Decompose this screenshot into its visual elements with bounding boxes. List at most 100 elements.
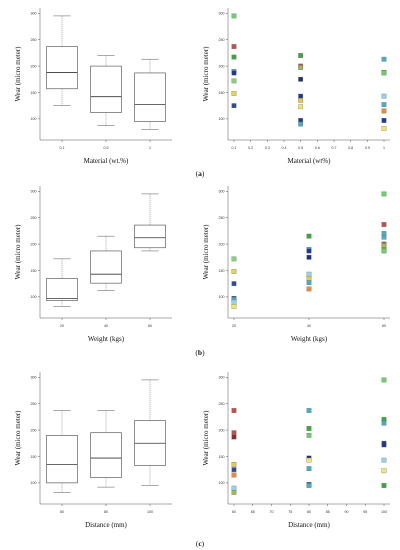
panel-label-close: ) — [202, 169, 205, 178]
scatter-point — [381, 126, 387, 131]
scatter-point — [381, 70, 387, 76]
x-tick-label: 1 — [383, 146, 385, 150]
scatter-point — [381, 442, 387, 448]
x-tick-label: 0.8 — [348, 146, 353, 150]
y-tick-label: 250 — [31, 216, 37, 220]
box-0.1 — [46, 15, 78, 106]
box-1 — [134, 58, 166, 130]
y-tick-label: 300 — [31, 376, 37, 380]
box-rect — [90, 65, 122, 113]
x-tick-label: 0.5 — [298, 146, 303, 150]
x-axis-label: Distance (mm) — [85, 521, 127, 529]
x-tick-label: 0.7 — [332, 146, 337, 150]
y-tick-label: 250 — [219, 216, 225, 220]
y-axis-label: Wear (micro meter) — [14, 410, 22, 466]
scatter-point — [306, 254, 312, 260]
x-tick-label: 0.4 — [282, 146, 287, 150]
x-tick-label: 0.1 — [232, 146, 237, 150]
scatter-point — [381, 56, 387, 62]
y-tick-label: 150 — [219, 455, 225, 459]
scatter-point — [231, 430, 237, 436]
x-tick-label: 20 — [60, 324, 64, 328]
y-tick-label: 150 — [219, 91, 225, 95]
scatter-point — [381, 222, 387, 227]
y-axis-label: Wear (micro meter) — [202, 224, 210, 280]
x-tick-label: 60 — [148, 324, 152, 328]
scatter-point — [306, 408, 312, 413]
x-tick-label: 0.3 — [265, 146, 270, 150]
scatter-point — [298, 93, 304, 99]
scatter-point — [231, 281, 237, 287]
scatter-point — [381, 102, 387, 107]
box-0.5 — [90, 55, 122, 126]
y-tick-label: 100 — [31, 295, 37, 299]
box-100 — [134, 379, 166, 486]
x-axis-label: Weight (kgs) — [88, 335, 125, 343]
panel-label-letter: a — [198, 169, 202, 178]
y-tick-label: 300 — [31, 12, 37, 16]
scatter-point — [231, 256, 237, 262]
scatter-point — [306, 271, 312, 277]
chart-c-box: 100 150 200 250 300 Distance (mm) Wear (micro … — [14, 372, 172, 529]
scatter-point — [381, 468, 387, 474]
scatter-point — [381, 377, 387, 383]
panel-label-open: ( — [196, 169, 199, 178]
y-axis-label: Wear (micro meter) — [202, 46, 210, 102]
x-tick-label: 60 — [232, 510, 236, 514]
panel-label-letter: b — [198, 348, 202, 357]
chart-c-scatter: 100 150 200 250 300 Distance (mm) Wear (micro … — [202, 372, 390, 529]
scatter-point — [231, 304, 237, 309]
scatter-point — [381, 93, 387, 99]
x-axis-label: Material (wt.%) — [84, 157, 129, 165]
y-tick-label: 150 — [31, 269, 37, 273]
y-tick-label: 250 — [31, 38, 37, 42]
y-tick-label: 200 — [31, 428, 37, 432]
scatter-point — [231, 485, 237, 491]
y-tick-label: 150 — [31, 455, 37, 459]
scatter-point — [231, 434, 237, 440]
box-rect — [134, 72, 166, 122]
scatter-point — [231, 299, 237, 305]
panel-label: (c) — [196, 539, 205, 548]
box-rect — [134, 224, 166, 249]
y-tick-label: 200 — [31, 64, 37, 68]
x-tick-label: 0.5 — [104, 146, 109, 150]
scatter-point — [381, 191, 387, 197]
y-tick-label: 300 — [219, 190, 225, 194]
box-60 — [46, 410, 78, 493]
panel-label-close: ) — [202, 348, 205, 357]
x-tick-label: 95 — [363, 510, 367, 514]
y-tick-label: 250 — [31, 402, 37, 406]
panel-label-close: ) — [202, 539, 205, 548]
x-tick-label: 0.6 — [315, 146, 320, 150]
scatter-point — [306, 280, 312, 285]
x-tick-label: 40 — [104, 324, 108, 328]
scatter-point — [381, 118, 387, 123]
panel-label-open: ( — [196, 539, 199, 548]
x-tick-label: 80 — [104, 510, 108, 514]
scatter-point — [231, 70, 237, 76]
y-tick-label: 100 — [31, 481, 37, 485]
x-tick-label: 100 — [147, 510, 153, 514]
scatter-point — [306, 286, 312, 292]
scatter-point — [231, 91, 237, 96]
scatter-point — [231, 490, 237, 495]
x-tick-label: 65 — [251, 510, 255, 514]
scatter-point — [381, 108, 387, 114]
scatter-point — [231, 13, 237, 19]
scatter-point — [298, 98, 304, 103]
x-tick-label: 0.9 — [365, 146, 370, 150]
x-axis-label: Material (wt%) — [288, 157, 332, 165]
x-axis-label: Weight (kgs) — [291, 335, 328, 343]
y-tick-label: 300 — [219, 376, 225, 380]
scatter-point — [306, 276, 312, 281]
y-tick-label: 100 — [31, 117, 37, 121]
scatter-point — [306, 466, 312, 471]
panel-label: (a) — [196, 169, 205, 178]
y-tick-label: 200 — [219, 242, 225, 246]
y-axis-label: Wear (micro meter) — [14, 46, 22, 102]
scatter-point — [381, 457, 387, 463]
scatter-point — [231, 44, 237, 49]
box-rect — [46, 46, 78, 90]
